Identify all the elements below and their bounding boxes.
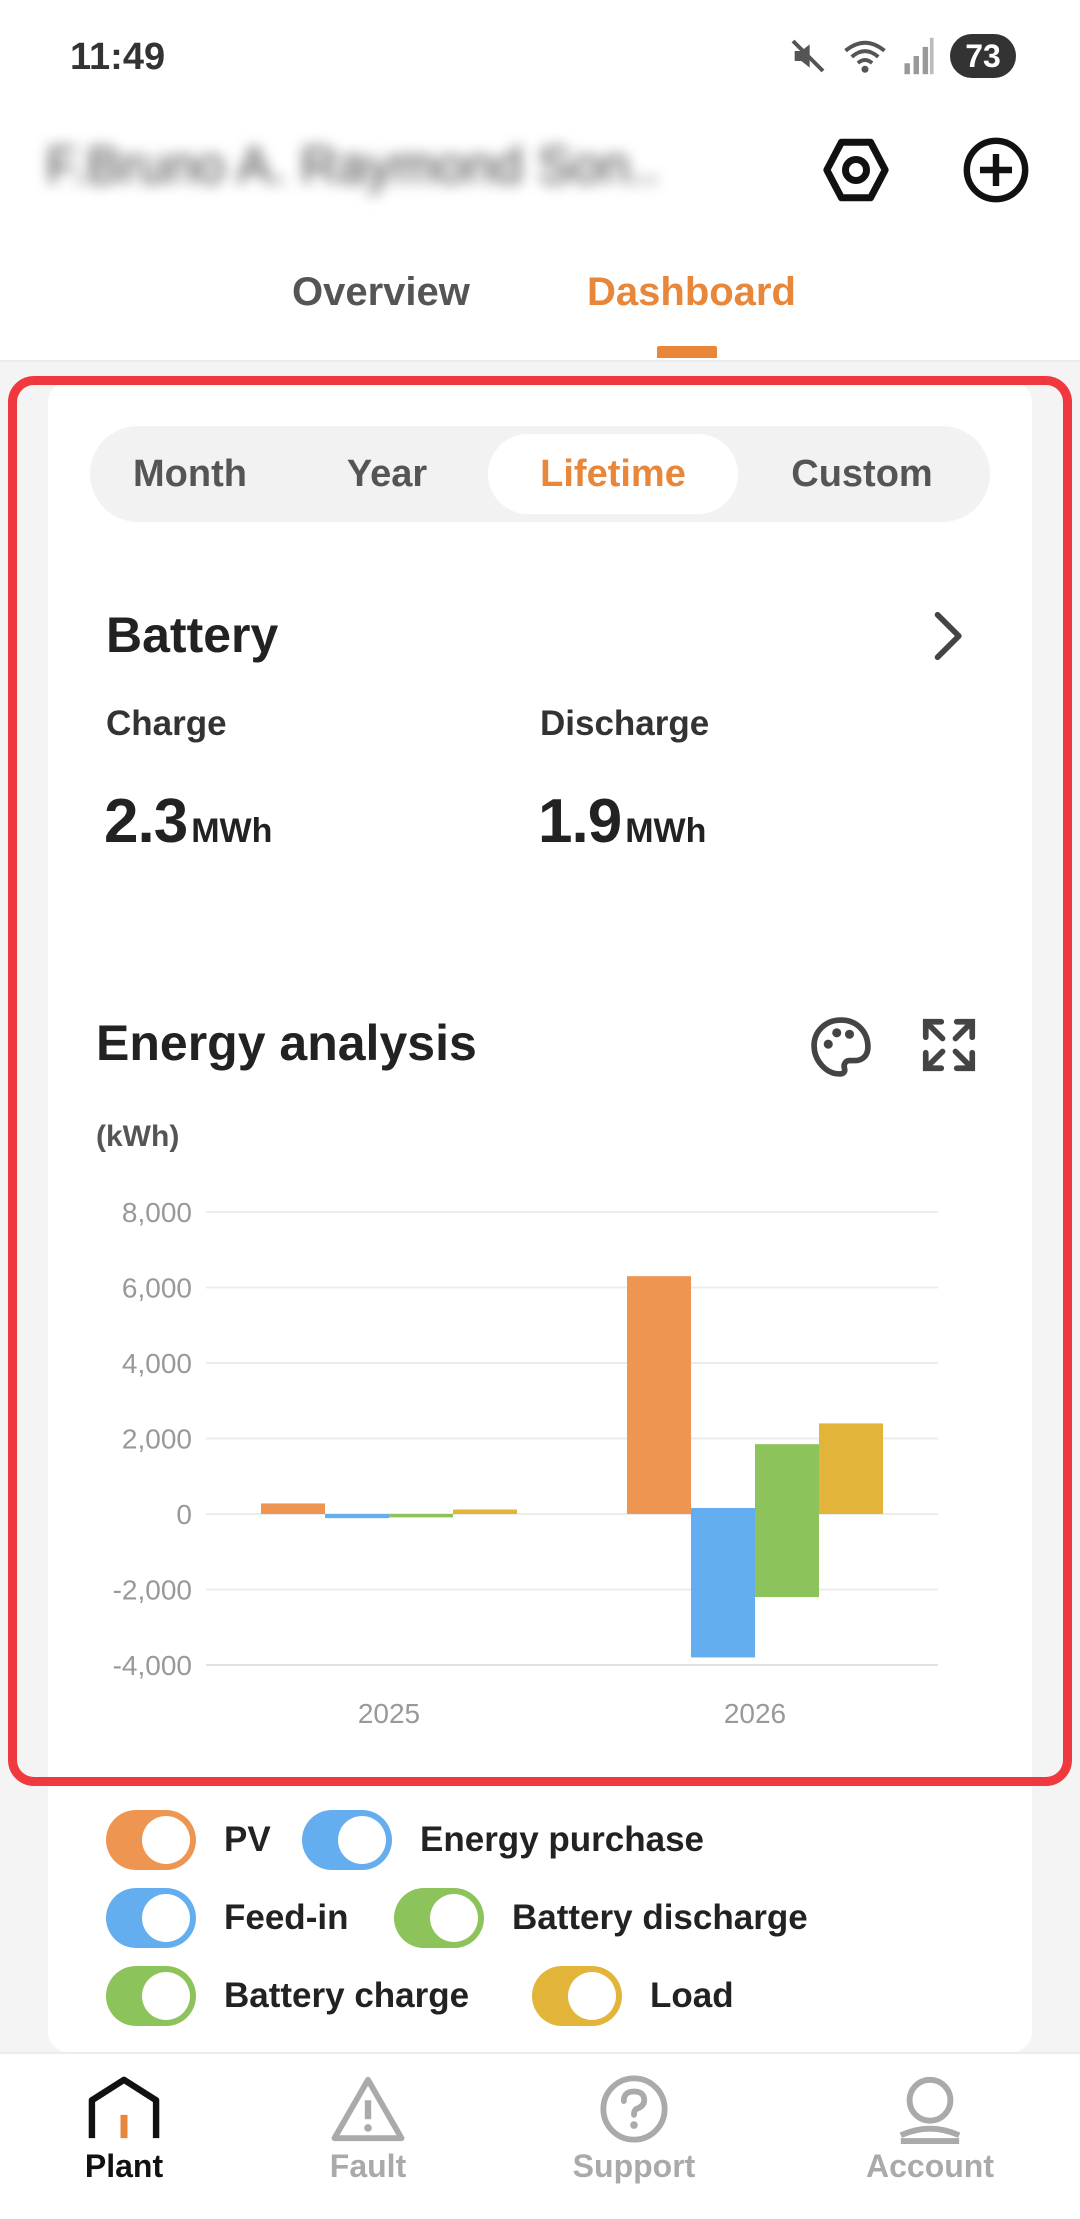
bottom-nav: Plant Fault Support Account	[0, 2052, 1080, 2219]
y-tick-label: 0	[176, 1499, 192, 1530]
battery-icon: 73	[950, 34, 1016, 78]
toggle-load[interactable]	[532, 1966, 622, 2026]
y-tick-label: 6,000	[122, 1273, 192, 1304]
expand-icon	[922, 1018, 976, 1072]
bar-battery-charge[interactable]	[755, 1514, 819, 1598]
discharge-label: Discharge	[540, 704, 710, 743]
status-time: 11:49	[70, 36, 166, 78]
legend-item-pv[interactable]: PV	[106, 1808, 271, 1872]
wifi-icon	[842, 36, 888, 76]
nav-support[interactable]: Support	[534, 2074, 734, 2185]
tab-dashboard[interactable]: Dashboard	[587, 270, 796, 314]
chevron-right-icon	[934, 611, 962, 661]
bar-feed-in[interactable]	[325, 1514, 389, 1519]
chart-unit-label: (kWh)	[96, 1120, 180, 1153]
settings-button[interactable]	[816, 130, 896, 210]
legend-label: Feed-in	[224, 1898, 349, 1937]
legend-label: PV	[224, 1820, 271, 1859]
legend-label: Battery charge	[224, 1976, 470, 2015]
legend-item-energy-purchase[interactable]: Energy purchase	[302, 1808, 704, 1872]
palette-icon	[811, 1017, 871, 1077]
charge-label: Charge	[106, 704, 227, 743]
period-selector: Month Year Lifetime Custom	[90, 426, 990, 522]
y-tick-label: 8,000	[122, 1197, 192, 1228]
discharge-unit: MWh	[625, 812, 707, 850]
charge-value: 2.3 MWh	[104, 786, 272, 857]
nav-label: Fault	[329, 2148, 407, 2184]
toggle-battery-discharge[interactable]	[394, 1888, 484, 1948]
bar-energy-purchase[interactable]	[691, 1507, 755, 1514]
y-tick-label: -4,000	[113, 1650, 192, 1681]
charge-unit: MWh	[191, 812, 273, 850]
expand-button[interactable]	[914, 1010, 984, 1080]
help-icon	[600, 2075, 668, 2143]
battery-detail-button[interactable]	[922, 606, 972, 666]
add-icon	[963, 137, 1029, 203]
battery-title[interactable]: Battery	[106, 607, 279, 663]
bar-pv[interactable]	[627, 1276, 691, 1514]
account-icon	[899, 2076, 961, 2144]
bar-pv[interactable]	[261, 1503, 325, 1514]
x-tick-label: 2025	[358, 1698, 420, 1729]
bar-load[interactable]	[819, 1423, 883, 1514]
legend-row: Battery charge Load	[106, 1964, 1006, 2028]
legend-item-load[interactable]: Load	[532, 1964, 734, 2028]
legend-label: Load	[650, 1976, 734, 2015]
mute-icon	[788, 36, 828, 76]
period-month[interactable]: Month	[133, 453, 247, 495]
x-tick-label: 2026	[724, 1698, 786, 1729]
home-icon	[88, 2076, 160, 2139]
tab-active-indicator	[657, 346, 717, 358]
add-button[interactable]	[956, 130, 1036, 210]
charge-number: 2.3	[104, 787, 188, 856]
energy-analysis-title: Energy analysis	[96, 1015, 477, 1071]
bar-battery-discharge[interactable]	[755, 1444, 819, 1514]
legend-item-battery-charge[interactable]: Battery charge	[106, 1964, 469, 2028]
settings-icon	[823, 138, 889, 202]
status-icons: 73	[788, 34, 1016, 78]
y-tick-label: -2,000	[113, 1575, 192, 1606]
legend-item-feed-in[interactable]: Feed-in	[106, 1886, 348, 1950]
nav-label: Support	[572, 2148, 696, 2184]
nav-fault[interactable]: Fault	[268, 2074, 468, 2185]
nav-label: Plant	[84, 2148, 164, 2184]
nav-account[interactable]: Account	[830, 2074, 1030, 2185]
y-tick-label: 4,000	[122, 1348, 192, 1379]
signal-icon	[902, 36, 936, 76]
app-header: F.Bruno A. Raymond Son..	[0, 120, 1080, 240]
bar-feed-in[interactable]	[691, 1514, 755, 1658]
toggle-energy-purchase[interactable]	[302, 1810, 392, 1870]
y-tick-label: 2,000	[122, 1424, 192, 1455]
energy-chart: 8,000 6,000 4,000 2,000 0 -2,000 -4,000 2025 202…	[113, 1197, 938, 1729]
period-custom[interactable]: Custom	[791, 453, 933, 495]
legend-label: Battery discharge	[512, 1898, 808, 1937]
nav-label: Account	[866, 2148, 994, 2184]
palette-button[interactable]	[804, 1010, 878, 1084]
nav-plant[interactable]: Plant	[24, 2074, 224, 2185]
top-tabs: Overview Dashboard	[0, 250, 1080, 362]
period-lifetime[interactable]: Lifetime	[488, 434, 738, 514]
tab-overview[interactable]: Overview	[292, 270, 470, 314]
legend-label: Energy purchase	[420, 1820, 704, 1859]
dashboard-card	[48, 382, 1032, 2052]
legend-row: Feed-in Battery discharge	[106, 1886, 1006, 1950]
bar-load[interactable]	[453, 1509, 517, 1514]
legend-row: PV Energy purchase	[106, 1808, 1006, 1872]
period-year[interactable]: Year	[346, 453, 428, 495]
toggle-feed-in[interactable]	[106, 1888, 196, 1948]
status-bar: 11:49 73	[0, 0, 1080, 120]
legend-item-battery-discharge[interactable]: Battery discharge	[394, 1886, 808, 1950]
discharge-value: 1.9 MWh	[538, 786, 706, 857]
toggle-pv[interactable]	[106, 1810, 196, 1870]
toggle-battery-charge[interactable]	[106, 1966, 196, 2026]
discharge-number: 1.9	[538, 787, 622, 856]
plant-name[interactable]: F.Bruno A. Raymond Son..	[46, 137, 659, 195]
warning-icon	[331, 2076, 405, 2142]
bar-battery-charge[interactable]	[389, 1514, 453, 1518]
